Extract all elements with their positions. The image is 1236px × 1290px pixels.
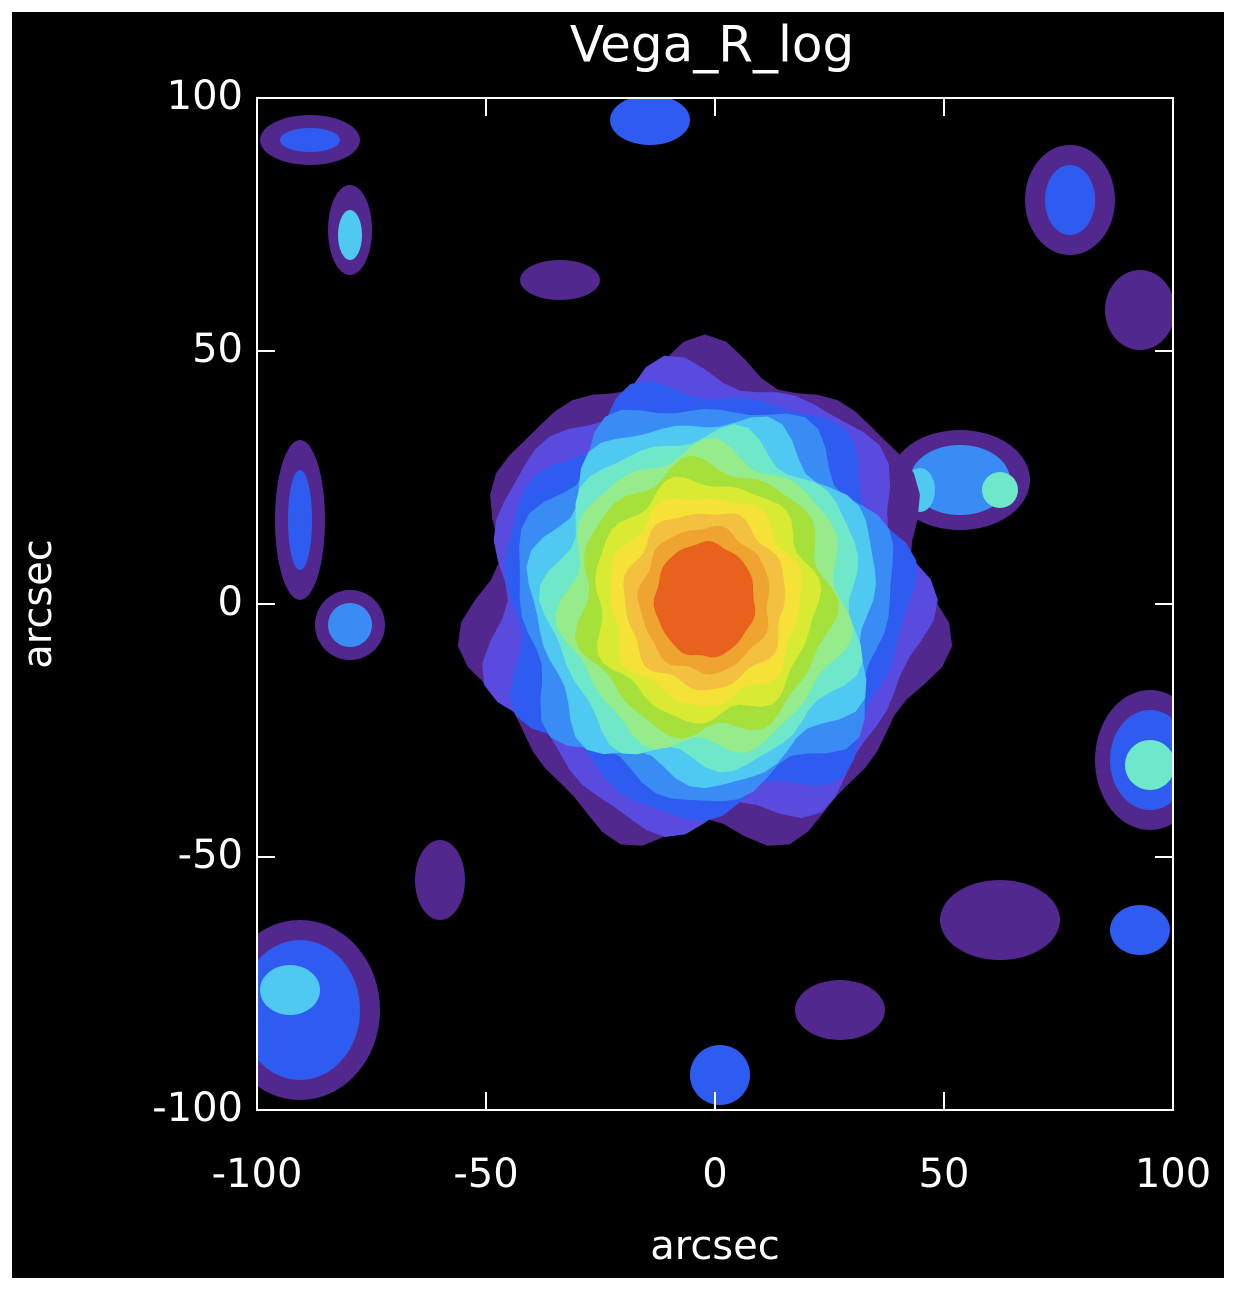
- background-noise: [257, 98, 1173, 1105]
- plot-area: [257, 98, 1173, 1105]
- y-axis-label: arcsec: [15, 539, 61, 669]
- contour-level: [653, 540, 756, 658]
- contour-levels: [457, 334, 953, 846]
- x-tick-label: 0: [702, 1151, 727, 1197]
- y-tick-label: 100: [167, 73, 243, 119]
- x-tick-label: 50: [919, 1151, 970, 1197]
- y-tick-label: 50: [192, 326, 243, 372]
- x-tick-label: -50: [453, 1151, 518, 1197]
- chart-title: Vega_R_log: [570, 16, 854, 74]
- x-axis-label: arcsec: [650, 1223, 780, 1269]
- x-tick-label: 100: [1135, 1151, 1211, 1197]
- y-tick-label: -100: [152, 1085, 243, 1131]
- x-tick-label: -100: [212, 1151, 303, 1197]
- y-tick-label: -50: [178, 832, 243, 878]
- y-tick-label: 0: [218, 579, 243, 625]
